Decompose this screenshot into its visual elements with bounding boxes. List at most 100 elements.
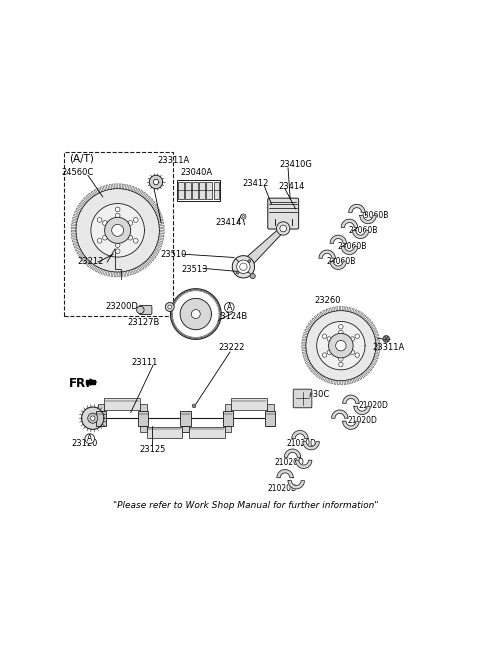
Polygon shape	[72, 239, 77, 242]
Circle shape	[103, 235, 107, 240]
Polygon shape	[97, 404, 104, 426]
Circle shape	[240, 263, 247, 271]
Polygon shape	[225, 426, 231, 432]
Circle shape	[115, 214, 120, 218]
Text: 23414: 23414	[278, 182, 305, 191]
Polygon shape	[353, 378, 356, 383]
Polygon shape	[182, 426, 189, 432]
Polygon shape	[135, 268, 138, 272]
Polygon shape	[303, 441, 319, 450]
Polygon shape	[86, 380, 96, 384]
Polygon shape	[76, 208, 81, 212]
Polygon shape	[159, 222, 164, 225]
Polygon shape	[97, 188, 100, 193]
Polygon shape	[109, 184, 112, 189]
Text: 23125: 23125	[139, 445, 166, 453]
Polygon shape	[314, 316, 318, 320]
Circle shape	[115, 243, 120, 248]
Text: 23111: 23111	[132, 358, 158, 367]
Polygon shape	[337, 381, 339, 384]
Bar	[177, 180, 220, 200]
Polygon shape	[142, 192, 145, 197]
Polygon shape	[305, 329, 309, 332]
Polygon shape	[348, 307, 351, 312]
Polygon shape	[344, 381, 346, 384]
Polygon shape	[131, 186, 134, 191]
Polygon shape	[321, 376, 324, 381]
Polygon shape	[132, 269, 135, 274]
Circle shape	[339, 325, 343, 329]
Text: 21020D: 21020D	[267, 485, 298, 493]
Polygon shape	[371, 362, 375, 365]
Circle shape	[339, 357, 343, 361]
Polygon shape	[82, 407, 104, 430]
Polygon shape	[180, 411, 191, 426]
Text: 23410G: 23410G	[279, 160, 312, 168]
Circle shape	[225, 303, 234, 312]
Text: 23311A: 23311A	[372, 343, 404, 352]
Text: 24560C: 24560C	[62, 168, 94, 177]
Text: 21020D: 21020D	[275, 458, 305, 467]
Polygon shape	[371, 325, 375, 328]
Bar	[185, 181, 191, 199]
Polygon shape	[368, 367, 372, 371]
Polygon shape	[79, 253, 84, 257]
Text: 23311A: 23311A	[157, 157, 190, 165]
Circle shape	[236, 271, 239, 274]
Circle shape	[97, 217, 102, 222]
Polygon shape	[83, 257, 87, 262]
Circle shape	[232, 255, 254, 278]
Bar	[192, 181, 198, 199]
Polygon shape	[139, 191, 143, 195]
Polygon shape	[176, 294, 216, 334]
Text: 21030C: 21030C	[298, 390, 330, 400]
Polygon shape	[323, 310, 326, 314]
Polygon shape	[90, 264, 94, 269]
Text: 23060B: 23060B	[337, 242, 367, 251]
Polygon shape	[106, 185, 109, 190]
Polygon shape	[312, 318, 316, 322]
Polygon shape	[172, 291, 219, 337]
Polygon shape	[375, 341, 380, 343]
Polygon shape	[140, 404, 146, 426]
Polygon shape	[122, 184, 124, 189]
Polygon shape	[159, 225, 164, 227]
Polygon shape	[307, 363, 312, 367]
Polygon shape	[375, 337, 379, 339]
FancyBboxPatch shape	[293, 389, 312, 408]
Polygon shape	[136, 189, 140, 194]
Polygon shape	[91, 191, 95, 196]
Polygon shape	[277, 470, 293, 477]
Polygon shape	[341, 219, 358, 227]
Circle shape	[327, 337, 332, 341]
Polygon shape	[125, 185, 128, 190]
Polygon shape	[74, 245, 79, 248]
Circle shape	[339, 362, 343, 367]
Circle shape	[137, 307, 144, 314]
Polygon shape	[155, 210, 160, 213]
Polygon shape	[138, 266, 142, 271]
Polygon shape	[71, 184, 164, 277]
Polygon shape	[354, 310, 358, 314]
Polygon shape	[375, 350, 380, 352]
Polygon shape	[114, 272, 116, 277]
Polygon shape	[336, 307, 338, 311]
Text: 23060B: 23060B	[360, 211, 389, 220]
Polygon shape	[75, 211, 80, 214]
Circle shape	[280, 225, 287, 232]
Polygon shape	[267, 404, 274, 426]
Polygon shape	[225, 404, 231, 426]
Text: 23060B: 23060B	[348, 226, 378, 235]
Polygon shape	[304, 358, 309, 361]
Polygon shape	[130, 270, 132, 275]
Polygon shape	[87, 262, 92, 267]
Circle shape	[103, 221, 107, 225]
Polygon shape	[348, 204, 365, 212]
Polygon shape	[84, 197, 88, 202]
Circle shape	[250, 274, 255, 278]
Polygon shape	[302, 307, 380, 384]
Polygon shape	[376, 347, 380, 349]
Polygon shape	[341, 246, 358, 255]
Polygon shape	[361, 373, 365, 378]
Polygon shape	[310, 320, 314, 324]
